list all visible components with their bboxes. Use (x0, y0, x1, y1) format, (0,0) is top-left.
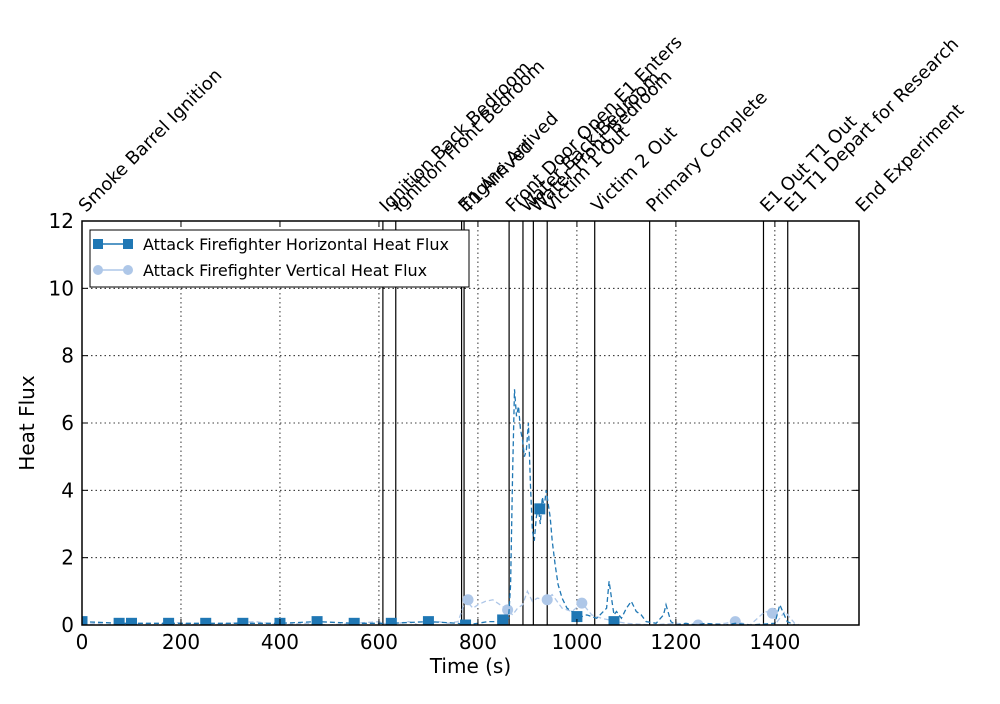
x-tick-label: 600 (360, 630, 398, 654)
y-tick-label: 4 (61, 478, 74, 502)
y-tick-label: 8 (61, 344, 74, 368)
y-tick-label: 10 (49, 276, 74, 300)
data-point-square (571, 611, 583, 623)
data-point-square (608, 616, 620, 625)
data-point-square (422, 616, 434, 625)
y-tick-label: 12 (49, 209, 74, 233)
data-point-circle (462, 594, 474, 606)
x-tick-label: 400 (261, 630, 299, 654)
data-point-square (348, 617, 360, 625)
y-tick-label: 2 (61, 546, 74, 570)
legend-marker-square (123, 239, 133, 249)
legend: Attack Firefighter Horizontal Heat Flux A… (89, 229, 470, 288)
x-tick-label: 1200 (650, 630, 701, 654)
y-axis-label: Heat Flux (15, 375, 39, 471)
y-tick-label: 6 (61, 411, 74, 435)
series-line (82, 589, 800, 625)
data-point-square (311, 616, 323, 625)
x-tick-label: 200 (162, 630, 200, 654)
data-point-circle (576, 597, 588, 609)
x-tick-label: 1000 (551, 630, 602, 654)
data-point-circle (729, 616, 741, 625)
event-label: Smoke Barrel Ignition (75, 65, 227, 217)
data-point-square (385, 617, 397, 625)
y-tick-label: 0 (61, 613, 74, 637)
data-point-square (113, 617, 125, 625)
legend-marker-square (93, 239, 103, 249)
series-group (82, 389, 800, 625)
event-lines: Smoke Barrel Ignition Ignition Back Bedro… (75, 32, 968, 625)
x-tick-label: 0 (76, 630, 89, 654)
data-point-square (125, 617, 137, 625)
data-point-square (237, 617, 249, 625)
legend-label: Attack Firefighter Horizontal Heat Flux (143, 235, 449, 254)
series-line (82, 389, 800, 625)
x-axis-label: Time (s) (429, 654, 511, 678)
legend-box (89, 229, 470, 288)
x-tick-label: 800 (459, 630, 497, 654)
data-point-circle (766, 607, 778, 619)
data-point-square (82, 616, 88, 625)
data-point-square (200, 617, 212, 625)
data-point-square (163, 617, 175, 625)
x-tick-label: 1400 (749, 630, 800, 654)
data-point-circle (502, 604, 514, 616)
legend-label: Attack Firefighter Vertical Heat Flux (143, 261, 427, 280)
data-point-square (534, 503, 546, 515)
legend-marker-circle (93, 265, 103, 275)
data-point-square (460, 619, 472, 625)
legend-marker-circle (123, 265, 133, 275)
series (82, 389, 800, 625)
data-point-circle (541, 594, 553, 606)
data-point-square (497, 614, 509, 625)
axis-ticks: 0 200 400 600 800 1000 1200 1400 0 2 4 6 8 10 12 (49, 209, 859, 654)
